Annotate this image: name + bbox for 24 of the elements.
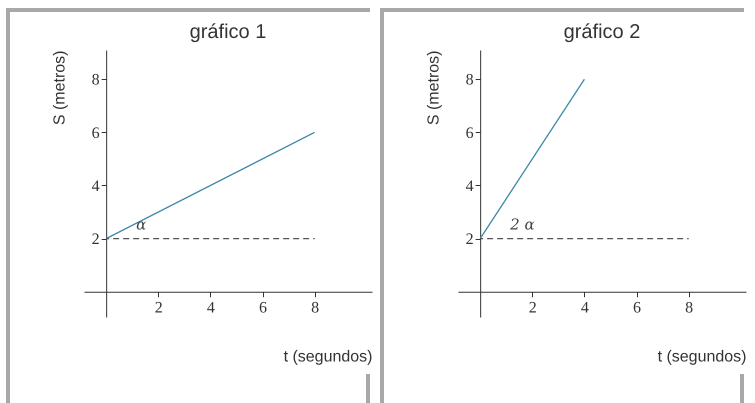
y-tick-label: 8 bbox=[92, 72, 100, 89]
y-tick-label: 2 bbox=[466, 231, 474, 248]
x-tick-label: 4 bbox=[206, 299, 215, 316]
annotation: α bbox=[136, 216, 146, 234]
y-tick-label: 4 bbox=[92, 178, 100, 195]
y-tick-label: 6 bbox=[466, 124, 474, 142]
y-axis-title: S (metros) bbox=[426, 50, 442, 126]
x-tick-label: 8 bbox=[685, 299, 694, 316]
chart-title: gráfico 2 bbox=[564, 21, 640, 43]
y-tick-label: 4 bbox=[466, 178, 474, 195]
x-tick-label: 4 bbox=[580, 299, 589, 316]
x-tick-label: 6 bbox=[259, 299, 268, 316]
y-tick-label: 8 bbox=[466, 72, 474, 89]
x-tick-label: 8 bbox=[311, 299, 320, 316]
y-axis-title: S (metros) bbox=[52, 50, 68, 126]
x-axis-title: t (segundos) bbox=[284, 348, 372, 366]
y-tick-label: 6 bbox=[92, 124, 100, 142]
chart-title: gráfico 1 bbox=[190, 21, 266, 43]
x-tick-label: 2 bbox=[528, 299, 537, 316]
y-tick-label: 2 bbox=[92, 231, 100, 248]
x-tick-label: 6 bbox=[633, 299, 642, 316]
x-axis-title: t (segundos) bbox=[658, 348, 746, 366]
x-tick-label: 2 bbox=[154, 299, 163, 316]
annotation: 2 α bbox=[509, 216, 535, 234]
